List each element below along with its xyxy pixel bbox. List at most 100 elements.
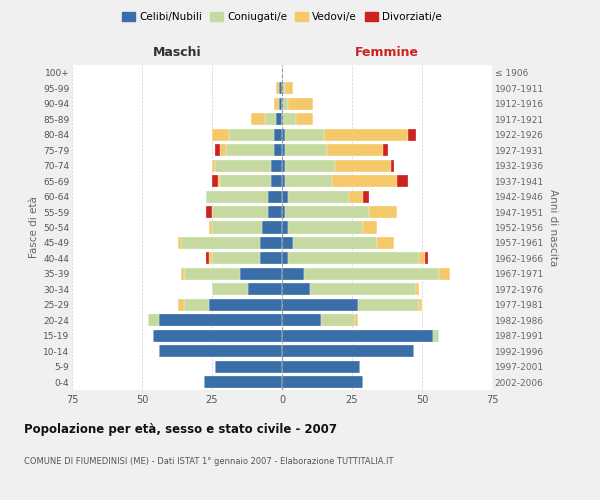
Bar [268, 206, 282, 218]
Bar [282, 82, 285, 94]
Bar [282, 361, 361, 373]
Bar [181, 268, 184, 280]
Bar [212, 128, 229, 140]
Bar [184, 268, 240, 280]
Text: COMUNE DI FIUMEDINISI (ME) - Dati ISTAT 1° gennaio 2007 - Elaborazione TUTTITALI: COMUNE DI FIUMEDINISI (ME) - Dati ISTAT … [24, 458, 394, 466]
Bar [240, 268, 282, 280]
Bar [363, 190, 369, 202]
Bar [212, 252, 260, 264]
Bar [279, 82, 282, 94]
Y-axis label: Fasce di età: Fasce di età [29, 196, 39, 258]
Bar [274, 128, 282, 140]
Bar [282, 284, 310, 296]
Bar [212, 222, 262, 234]
Bar [416, 284, 419, 296]
Bar [206, 190, 268, 202]
Bar [153, 330, 282, 342]
Bar [215, 160, 271, 172]
Bar [282, 346, 413, 358]
Bar [287, 190, 349, 202]
Bar [327, 144, 383, 156]
Bar [285, 144, 327, 156]
Legend: Celibi/Nubili, Coniugati/e, Vedovi/e, Divorziati/e: Celibi/Nubili, Coniugati/e, Vedovi/e, Di… [118, 8, 446, 26]
Bar [287, 98, 313, 110]
Bar [178, 237, 181, 249]
Bar [363, 222, 377, 234]
Bar [218, 175, 220, 187]
Bar [419, 299, 422, 311]
Bar [419, 252, 425, 264]
Bar [369, 206, 397, 218]
Bar [282, 113, 296, 125]
Bar [321, 314, 355, 326]
Bar [159, 346, 282, 358]
Bar [287, 252, 419, 264]
Bar [148, 314, 159, 326]
Bar [293, 237, 377, 249]
Bar [332, 175, 397, 187]
Bar [268, 190, 282, 202]
Bar [226, 144, 274, 156]
Bar [277, 113, 282, 125]
Bar [215, 361, 282, 373]
Bar [282, 268, 304, 280]
Bar [285, 175, 332, 187]
Bar [251, 113, 265, 125]
Bar [212, 160, 215, 172]
Bar [285, 160, 335, 172]
Bar [209, 252, 212, 264]
Bar [203, 376, 282, 388]
Bar [282, 160, 285, 172]
Bar [282, 376, 363, 388]
Bar [296, 113, 313, 125]
Bar [377, 237, 394, 249]
Bar [212, 206, 268, 218]
Bar [310, 284, 416, 296]
Bar [206, 252, 209, 264]
Text: Maschi: Maschi [152, 46, 202, 59]
Bar [285, 82, 293, 94]
Bar [425, 252, 428, 264]
Bar [304, 268, 439, 280]
Bar [335, 160, 391, 172]
Bar [212, 175, 218, 187]
Bar [282, 299, 358, 311]
Bar [282, 206, 285, 218]
Bar [383, 144, 388, 156]
Bar [262, 222, 282, 234]
Bar [260, 252, 282, 264]
Bar [181, 237, 260, 249]
Bar [282, 237, 293, 249]
Bar [178, 299, 184, 311]
Text: Femmine: Femmine [355, 46, 419, 59]
Bar [282, 222, 287, 234]
Bar [220, 144, 226, 156]
Bar [274, 98, 279, 110]
Bar [433, 330, 439, 342]
Bar [260, 237, 282, 249]
Bar [265, 113, 277, 125]
Bar [220, 175, 271, 187]
Bar [324, 128, 408, 140]
Bar [282, 190, 287, 202]
Bar [349, 190, 363, 202]
Bar [277, 82, 279, 94]
Bar [355, 314, 358, 326]
Bar [248, 284, 282, 296]
Bar [282, 314, 321, 326]
Bar [279, 98, 282, 110]
Bar [282, 330, 433, 342]
Text: Popolazione per età, sesso e stato civile - 2007: Popolazione per età, sesso e stato civil… [24, 422, 337, 436]
Bar [397, 175, 408, 187]
Bar [206, 206, 212, 218]
Bar [271, 175, 282, 187]
Bar [184, 299, 209, 311]
Bar [391, 160, 394, 172]
Bar [282, 128, 285, 140]
Bar [209, 222, 212, 234]
Bar [274, 144, 282, 156]
Bar [287, 222, 363, 234]
Bar [282, 175, 285, 187]
Bar [271, 160, 282, 172]
Bar [209, 299, 282, 311]
